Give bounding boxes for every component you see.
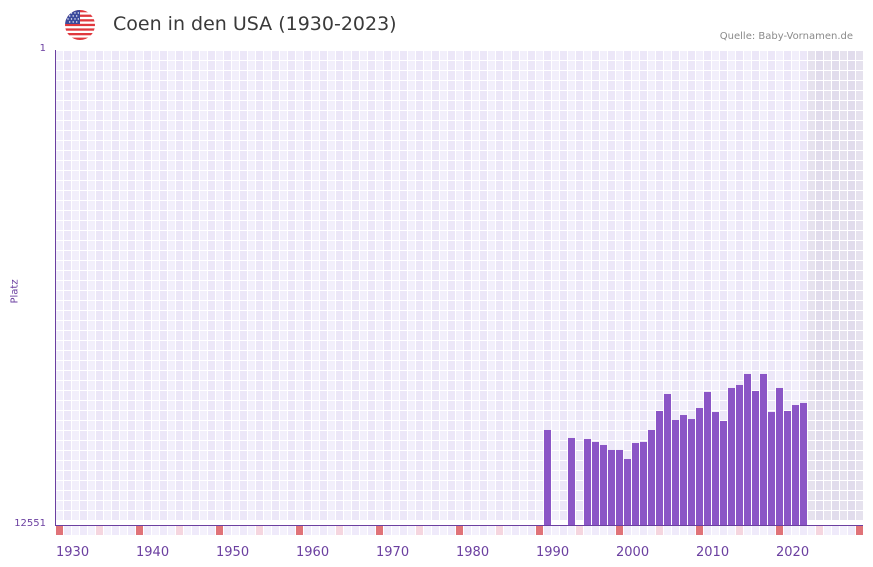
bar-1994[interactable] [568,437,575,525]
x-tick-1940: 1940 [136,545,169,560]
x-tick-2020: 2020 [776,545,809,560]
y-tick-top: 1 [39,43,46,54]
chart-header: Coen in den USA (1930-2023) Quelle: Baby… [0,0,873,48]
bar-1998[interactable] [600,444,607,525]
x-axis-ticks: 1930 1940 1950 1960 1970 1980 1990 2000 2010 2020 [56,545,809,560]
bar-2003[interactable] [640,441,647,525]
bar-1996[interactable] [584,439,591,525]
bar-2009[interactable] [688,419,695,525]
year-markers [56,526,863,535]
y-tick-bottom: 12551 [14,518,46,529]
bar-2023[interactable] [800,403,807,525]
x-tick-2000: 2000 [616,545,649,560]
x-tick-1990: 1990 [536,545,569,560]
bar-series [544,373,807,525]
x-tick-1950: 1950 [216,545,249,560]
bar-1999[interactable] [608,449,615,525]
bar-2002[interactable] [632,443,639,525]
bar-2019[interactable] [768,412,775,525]
bar-1991[interactable] [544,430,551,525]
x-tick-1970: 1970 [376,545,409,560]
bar-2011[interactable] [704,392,711,525]
bar-2018[interactable] [760,373,767,525]
bar-2020[interactable] [776,387,783,525]
bar-2012[interactable] [712,412,719,525]
bar-2016[interactable] [744,373,751,525]
bar-2015[interactable] [736,384,743,525]
x-tick-1980: 1980 [456,545,489,560]
x-tick-2010: 2010 [696,545,729,560]
bar-2007[interactable] [672,420,679,525]
bar-2004[interactable] [648,430,655,525]
bar-2001[interactable] [624,458,631,525]
bar-2000[interactable] [616,449,623,525]
x-tick-1960: 1960 [296,545,329,560]
bar-2017[interactable] [752,391,759,525]
us-flag-icon [65,10,95,40]
bar-2021[interactable] [784,411,791,525]
bar-2006[interactable] [664,394,671,525]
bar-2013[interactable] [720,420,727,525]
bar-2010[interactable] [696,408,703,525]
bar-2005[interactable] [656,411,663,525]
x-tick-1930: 1930 [56,545,89,560]
bar-2014[interactable] [728,387,735,525]
chart-title: Coen in den USA (1930-2023) [113,13,397,35]
bar-2022[interactable] [792,405,799,525]
axes [55,50,863,526]
source-link[interactable]: Quelle: Baby-Vornamen.de [719,31,853,42]
bar-2008[interactable] [680,415,687,525]
bar-1997[interactable] [592,441,599,525]
